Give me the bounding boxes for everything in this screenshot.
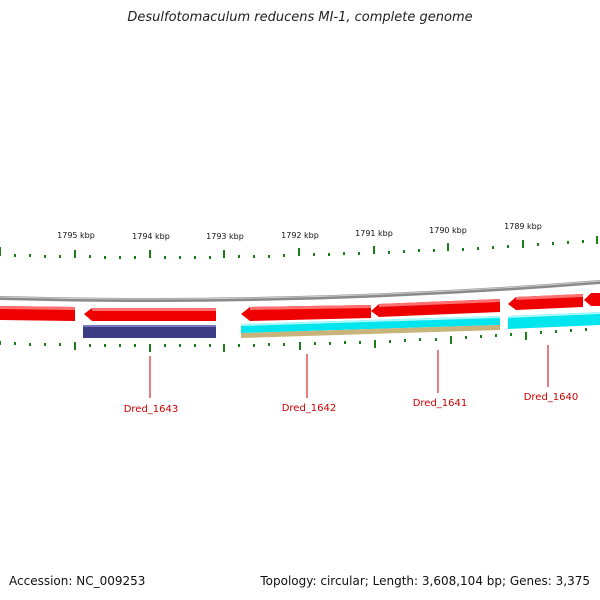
ruler-label: 1793 kbp [206,232,244,241]
ruler-label: 1795 kbp [57,231,95,240]
cog-bar [241,325,500,338]
ruler-label: 1792 kbp [281,231,319,240]
cog-bar [83,325,216,338]
gene-label: Dred_1641 [413,398,468,409]
ruler-label: 1790 kbp [429,226,467,235]
inner-ruler-ticks [0,328,587,352]
gene-label: Dred_1642 [282,403,337,414]
cds-track [0,293,600,321]
outer-ruler-ticks [0,236,598,259]
genome-backbone [0,280,600,302]
ruler-label: 1791 kbp [355,229,393,238]
ruler-label: 1789 kbp [504,222,542,231]
accession-text: Accession: NC_009253 [9,574,146,588]
ruler-label: 1794 kbp [132,232,170,241]
cds-arrow [84,308,216,321]
cds-arrow [584,293,600,306]
gene-label: Dred_1640 [524,392,579,403]
cog-bar [241,316,500,333]
map-title: Desulfotomaculum reducens MI-1, complete… [127,10,473,25]
cog-track [83,312,600,338]
gene-callouts [149,345,549,398]
gene-label: Dred_1643 [124,404,179,415]
genome-summary-text: Topology: circular; Length: 3,608,104 bp… [260,574,590,588]
